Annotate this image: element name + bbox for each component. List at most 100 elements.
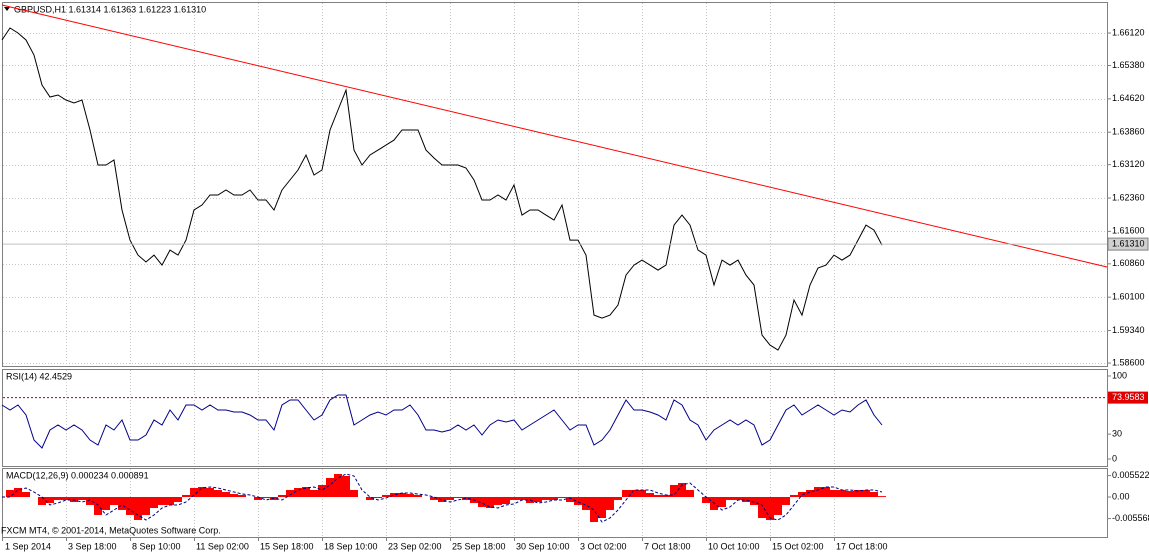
macd-bar: [670, 484, 678, 497]
series-line: [1, 394, 883, 449]
last-price-label: 1.61310: [1112, 238, 1145, 248]
macd-bar: [822, 486, 830, 497]
panel-frame: [2, 2, 1108, 367]
y-tick-label: 1.61600: [1112, 226, 1145, 236]
macd-bar: [790, 494, 798, 497]
macd-bar: [702, 496, 710, 504]
macd-bar: [142, 496, 150, 515]
macd-bar: [430, 496, 438, 500]
y-tick-label: 1.60860: [1112, 258, 1145, 268]
macd-bar: [334, 474, 342, 497]
macd-bar: [774, 496, 782, 515]
macd-bar: [846, 490, 854, 497]
macd-bar: [494, 496, 502, 505]
series-line: [1, 27, 883, 351]
macd-bar: [718, 496, 726, 507]
macd-bar: [86, 496, 94, 505]
x-tick-label: 30 Sep 10:00: [516, 541, 570, 551]
macd-bar: [350, 489, 358, 497]
macd-bar: [110, 496, 118, 505]
macd-bar: [230, 494, 238, 497]
x-tick-label: 1 Sep 2014: [5, 541, 51, 551]
macd-bar: [94, 496, 102, 515]
macd-bar: [806, 489, 814, 497]
macd-bar: [766, 496, 774, 520]
macd-bar: [614, 496, 622, 500]
macd-bar: [238, 494, 246, 497]
footer: FXCM MT4, © 2001-2014, MetaQuotes Softwa…: [1, 525, 221, 535]
macd-bar: [22, 491, 30, 497]
macd-bar: [486, 496, 494, 509]
macd-bar: [558, 496, 566, 499]
trendline: [1, 4, 1108, 268]
y-tick-label: 0.005522: [1112, 470, 1149, 480]
macd-bar: [310, 489, 318, 497]
panel-title: GBPUSD,H1 1.61314 1.61363 1.61223 1.6131…: [14, 4, 206, 14]
macd-bar: [814, 486, 822, 497]
level-box: [1108, 391, 1148, 404]
menu-arrow[interactable]: [4, 7, 10, 11]
macd-bar: [38, 496, 46, 505]
macd-bar: [294, 488, 302, 497]
macd-bar: [798, 491, 806, 497]
macd-bar: [174, 496, 182, 502]
macd-bar: [14, 488, 22, 497]
macd-bar: [134, 496, 142, 520]
macd-bar: [622, 489, 630, 497]
macd-bar: [638, 489, 646, 497]
macd-bar: [838, 489, 846, 497]
macd-bar: [878, 496, 886, 497]
macd-bar: [254, 496, 262, 500]
y-tick-label: 100: [1112, 370, 1127, 380]
x-tick-label: 23 Sep 02:00: [388, 541, 442, 551]
macd-bar: [198, 486, 206, 497]
y-tick-label: 0.00: [1112, 491, 1130, 501]
x-tick-label: 3 Sep 18:00: [68, 541, 117, 551]
macd-bar: [6, 489, 14, 497]
macd-bar: [742, 496, 750, 502]
y-tick-label: 30: [1112, 428, 1122, 438]
macd-bar: [126, 496, 134, 515]
y-tick-label: 1.58600: [1112, 357, 1145, 367]
macd-bar: [366, 496, 374, 500]
macd-bar: [70, 496, 78, 502]
x-tick-label: 18 Sep 10:00: [324, 541, 378, 551]
last-price-box: [1107, 237, 1149, 251]
y-tick-label: 0: [1112, 453, 1117, 463]
macd-bar: [182, 494, 190, 497]
macd-bar: [390, 493, 398, 497]
macd-bar: [574, 496, 582, 505]
macd-bar: [190, 488, 198, 497]
macd-bar: [550, 496, 558, 500]
macd-bar: [166, 496, 174, 505]
macd-bar: [158, 496, 166, 505]
macd-bar: [566, 496, 574, 502]
macd-bar: [854, 489, 862, 497]
macd-bar: [654, 494, 662, 497]
macd-bar: [206, 488, 214, 497]
macd-bar: [534, 496, 542, 502]
macd-bar: [478, 496, 486, 507]
macd-bar: [726, 496, 734, 500]
panel-frame: [2, 468, 1108, 538]
x-tick-label: 10 Oct 10:00: [708, 541, 760, 551]
macd-bar: [150, 496, 158, 509]
panel-title: RSI(14) 42.4529: [6, 371, 72, 381]
x-tick-label: 8 Sep 10:00: [132, 541, 181, 551]
macd-bar: [734, 496, 742, 500]
macd-bar: [502, 496, 510, 505]
macd-bar: [830, 489, 838, 497]
macd-bar: [582, 496, 590, 510]
macd-bar: [678, 483, 686, 497]
y-tick-label: 1.64620: [1112, 93, 1145, 103]
macd-bar: [598, 496, 606, 519]
macd-bar: [870, 491, 878, 497]
macd-bar: [662, 494, 670, 497]
series-line: [2, 473, 883, 523]
panel-frame: [2, 369, 1108, 467]
x-tick-label: 11 Sep 02:00: [196, 541, 249, 551]
y-tick-label: 1.60100: [1112, 292, 1145, 302]
y-tick-label: -0.005568: [1112, 513, 1149, 523]
